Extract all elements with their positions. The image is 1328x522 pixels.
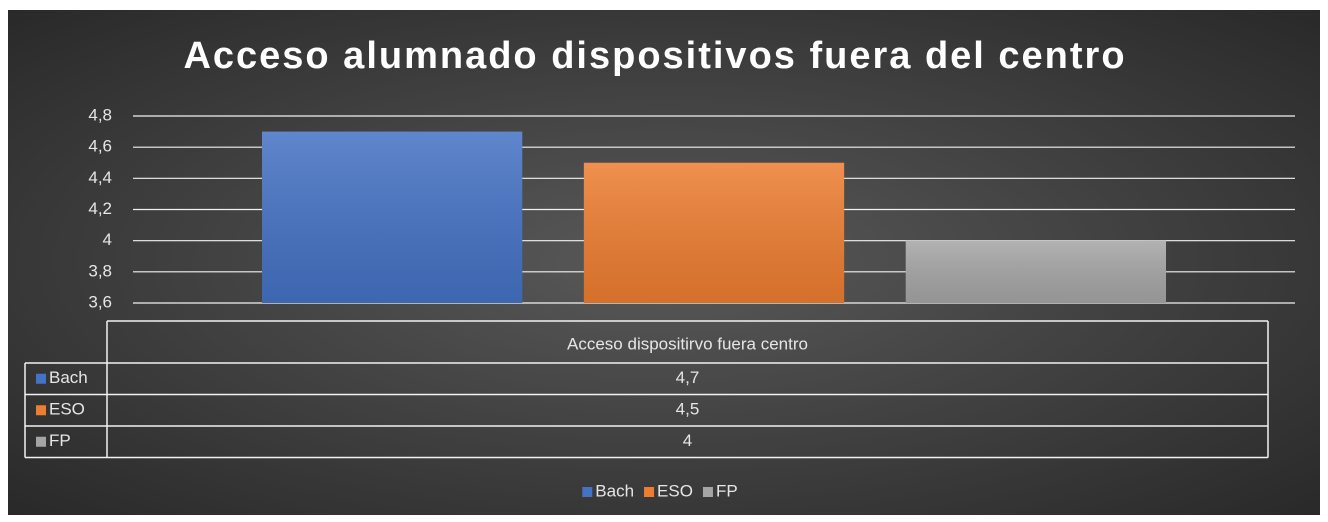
y-tick-label: 4,8 (88, 105, 112, 124)
y-tick-label: 4 (103, 230, 112, 249)
legend-key (644, 487, 655, 497)
legend-key (582, 487, 593, 497)
y-tick-label: 4,4 (88, 168, 112, 187)
bar-shade (261, 131, 523, 303)
chart-title: Acceso alumnado dispositivos fuera del c… (183, 35, 1126, 77)
legend-label: FP (716, 481, 738, 500)
table-row-label: ESO (49, 400, 85, 419)
y-tick-label: 4,6 (88, 137, 112, 156)
table-legend-key (36, 436, 46, 447)
y-tick-label: 3,8 (88, 261, 112, 280)
table-row-label: Bach (49, 368, 88, 387)
legend-label: ESO (657, 481, 693, 500)
bar-shade (905, 240, 1167, 303)
y-tick-label: 4,2 (88, 199, 112, 218)
table-legend-key (36, 373, 46, 384)
table-legend-key (36, 405, 46, 416)
legend-label: Bach (595, 481, 634, 500)
table-value: 4,5 (676, 400, 700, 419)
bar-shade (583, 162, 845, 303)
y-tick-label: 3,6 (88, 292, 112, 311)
table-header: Acceso dispositirvo fuera centro (567, 334, 808, 353)
table-value: 4 (683, 431, 692, 450)
legend-key (702, 487, 713, 497)
table-value: 4,7 (676, 368, 700, 387)
table-row-label: FP (49, 431, 71, 450)
